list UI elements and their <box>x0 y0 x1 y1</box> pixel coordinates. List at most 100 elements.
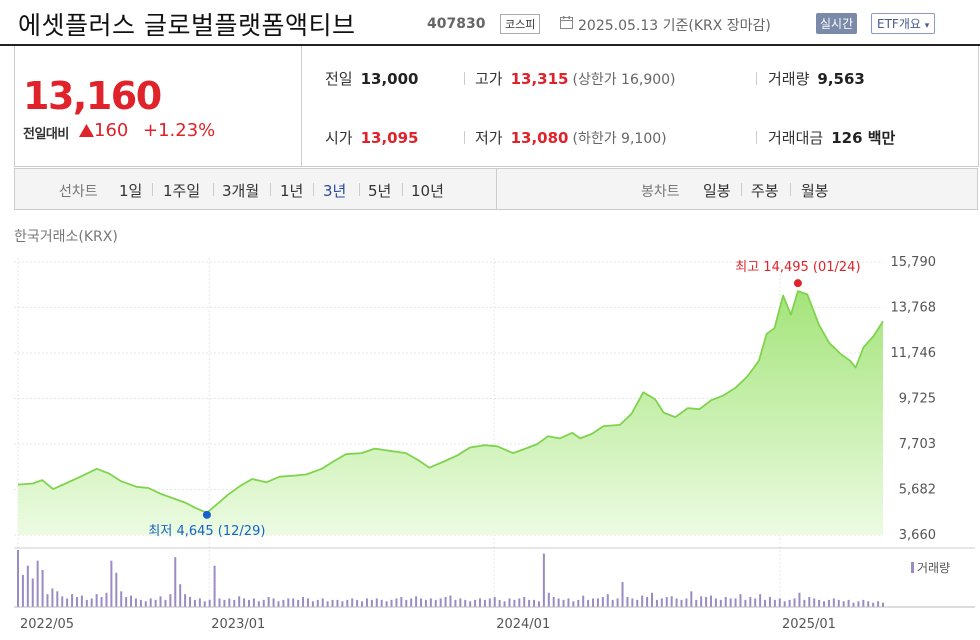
volume-bar <box>184 594 187 607</box>
volume-bar <box>41 569 44 607</box>
volume-bar <box>71 594 74 607</box>
etf-overview-button[interactable]: ETF개요 ▾ <box>871 13 936 34</box>
volume-bar <box>410 598 413 607</box>
volume-bar <box>685 598 688 607</box>
period-1w[interactable]: 1주일 <box>163 182 201 200</box>
volume-bar <box>567 598 570 607</box>
low-label: 저가 <box>475 129 503 147</box>
period-1d[interactable]: 1일 <box>119 182 143 200</box>
period-3m[interactable]: 3개월 <box>222 182 260 200</box>
volume-bar <box>572 601 575 607</box>
volume-bar <box>297 599 300 607</box>
volume-bar <box>115 572 118 607</box>
change-value: 160 <box>94 120 129 141</box>
volume-bar <box>164 599 167 607</box>
y-tick-label: 15,790 <box>891 255 937 270</box>
volume-bar <box>483 599 486 607</box>
volume-bar <box>139 599 142 607</box>
volume-bar <box>277 601 280 607</box>
volume-bar <box>385 601 388 607</box>
calendar-icon <box>560 16 573 29</box>
y-tick-label: 9,725 <box>899 392 936 407</box>
volume-bar <box>552 597 555 607</box>
caret-down-icon: ▾ <box>924 21 930 31</box>
volume-legend-swatch <box>911 562 914 573</box>
prev-value: 13,000 <box>360 70 419 88</box>
price-chart: 15,790 13,768 11,746 9,725 7,703 5,682 3,660 최고… <box>14 255 975 632</box>
change-amount: 160 <box>79 120 128 141</box>
volume-bar <box>356 599 359 607</box>
period-10y[interactable]: 10년 <box>411 182 444 200</box>
volume-bar <box>621 582 624 607</box>
volume-bar <box>651 592 654 607</box>
volume-bar <box>370 599 373 607</box>
period-3y[interactable]: 3년 <box>323 182 347 200</box>
volume-legend-label: 거래량 <box>917 561 950 575</box>
volume-bar <box>508 598 511 607</box>
volume-bar <box>287 598 290 607</box>
volume-bar <box>675 598 678 607</box>
volume-bar <box>311 601 314 607</box>
volume-bar <box>365 598 368 607</box>
volume-bar <box>439 598 442 607</box>
volume-bar <box>321 598 324 607</box>
volume-bar <box>641 595 644 607</box>
volume-bar <box>375 598 378 607</box>
x-tick-label: 2025/01 <box>782 617 836 632</box>
volume-bar <box>434 599 437 607</box>
volume-bar <box>562 599 565 607</box>
quote-high: 고가 13,315 (상한가 16,900) <box>475 68 676 89</box>
volume-bar <box>857 601 860 607</box>
volume-bar <box>316 599 319 607</box>
realtime-button[interactable]: 실시간 <box>816 13 858 34</box>
volume-bar <box>523 597 526 607</box>
quote-open: 시가 13,095 <box>325 127 419 148</box>
period-5y[interactable]: 5년 <box>368 182 392 200</box>
volume-bar <box>719 599 722 607</box>
volume-label: 거래량 <box>768 70 810 88</box>
volume-bar <box>818 599 821 607</box>
volume-bar <box>582 595 585 607</box>
volume-bar <box>744 599 747 607</box>
quote-volume: 거래량 9,563 <box>768 68 865 89</box>
volume-bar <box>616 598 619 607</box>
volume-bar <box>867 601 870 607</box>
volume-bar <box>154 599 157 607</box>
candle-monthly[interactable]: 월봉 <box>801 182 829 200</box>
volume-bar <box>66 598 69 607</box>
volume-bar <box>798 592 801 607</box>
volume-bar <box>306 598 309 607</box>
volume-bar <box>557 598 560 607</box>
volume-bar <box>808 597 811 607</box>
volume-bar <box>759 594 762 607</box>
volume-bar <box>243 598 246 607</box>
volume-bar <box>680 599 683 607</box>
volume-bar <box>405 599 408 607</box>
volume-bar <box>592 598 595 607</box>
volume-bar <box>415 596 418 607</box>
volume-bar <box>813 598 816 607</box>
candle-weekly[interactable]: 주봉 <box>751 182 779 200</box>
volume-bar <box>395 598 398 607</box>
volume-bar <box>125 597 128 607</box>
volume-bar <box>528 599 531 607</box>
candle-daily[interactable]: 일봉 <box>703 182 731 200</box>
volume-bar <box>714 598 717 607</box>
volume-bar <box>252 598 255 607</box>
high-value: 13,315 <box>510 70 569 88</box>
volume-bar <box>144 601 147 607</box>
volume-value: 9,563 <box>817 70 865 88</box>
volume-bar <box>882 602 884 607</box>
volume-bar <box>464 599 467 607</box>
candle-chart-label: 봉차트 <box>641 184 680 200</box>
current-price: 13,160 <box>23 74 162 118</box>
volume-bar <box>493 597 496 607</box>
volume-bar <box>326 601 329 607</box>
volume-bar <box>729 598 732 607</box>
volume-bar <box>400 597 403 607</box>
volume-bar <box>302 597 305 607</box>
period-1y[interactable]: 1년 <box>280 182 304 200</box>
upper-limit: (상한가 16,900) <box>572 72 676 88</box>
volume-bar <box>51 588 54 607</box>
volume-bar <box>208 599 211 607</box>
